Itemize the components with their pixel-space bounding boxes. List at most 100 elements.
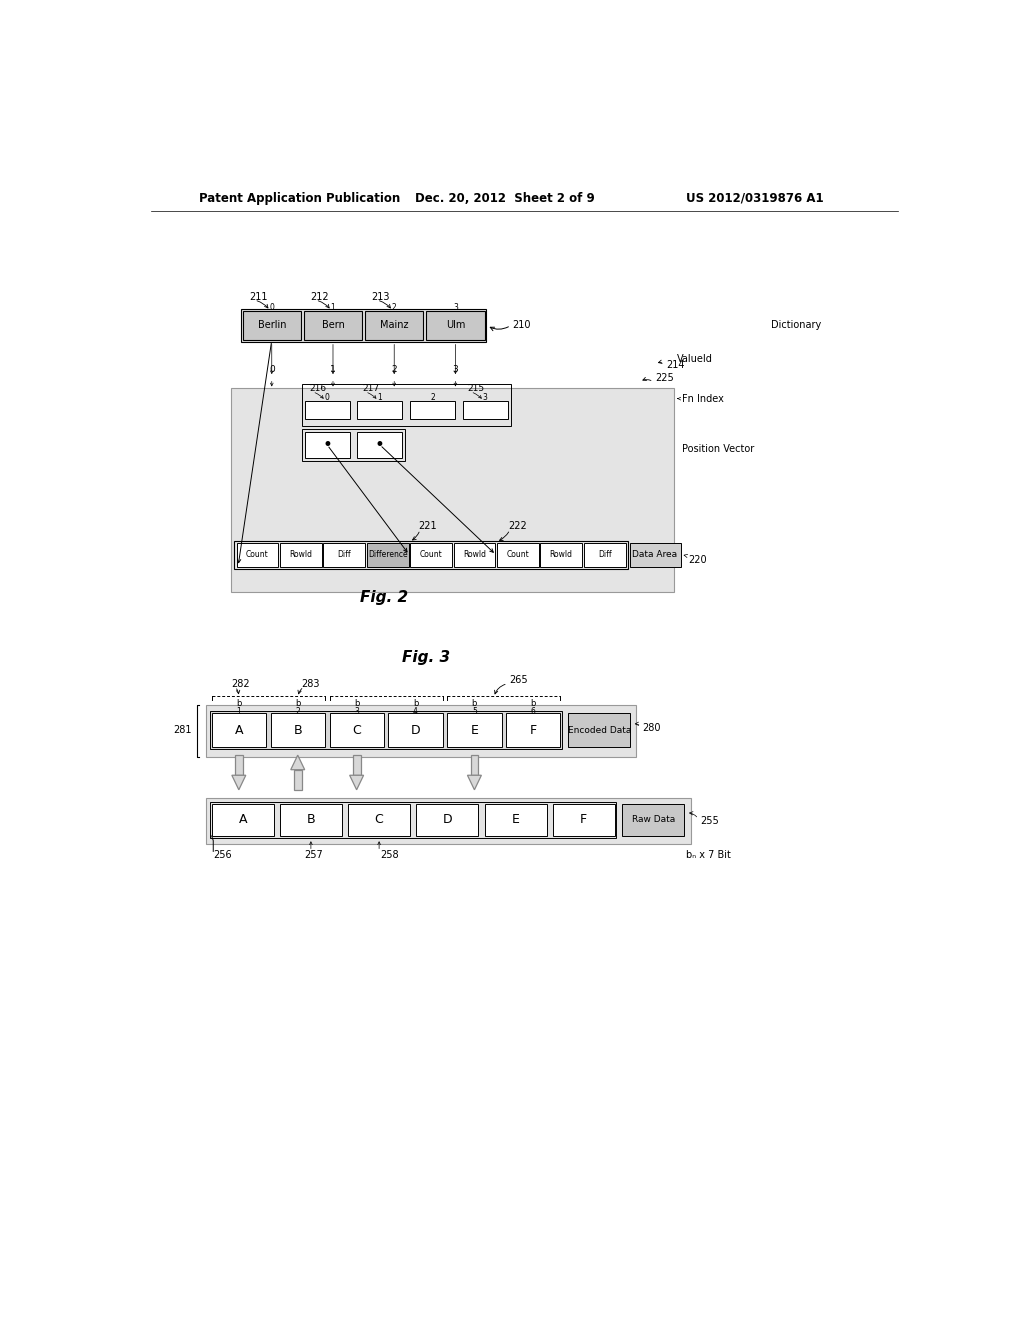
Bar	[568, 713, 630, 747]
Bar	[231, 388, 675, 591]
Text: Count: Count	[246, 550, 268, 560]
Bar	[348, 804, 410, 836]
Text: b: b	[354, 700, 359, 708]
Text: Dec. 20, 2012  Sheet 2 of 9: Dec. 20, 2012 Sheet 2 of 9	[415, 191, 595, 205]
Text: 280: 280	[643, 723, 662, 733]
Bar	[553, 804, 614, 836]
Bar	[506, 713, 560, 747]
Text: E: E	[470, 723, 478, 737]
Text: 217: 217	[362, 384, 379, 393]
Text: D: D	[442, 813, 453, 826]
Text: Berlin: Berlin	[257, 321, 286, 330]
Bar	[426, 312, 484, 341]
Text: 1: 1	[237, 706, 242, 715]
Text: 2: 2	[391, 364, 397, 374]
Bar	[584, 544, 626, 566]
Text: 0: 0	[269, 302, 274, 312]
Bar	[241, 309, 486, 342]
Text: 1: 1	[330, 364, 336, 374]
Text: F: F	[581, 813, 587, 826]
Bar	[357, 401, 402, 420]
Text: F: F	[529, 723, 537, 737]
Text: Encoded Data: Encoded Data	[567, 726, 631, 735]
Text: B: B	[306, 813, 315, 826]
Bar	[304, 312, 362, 341]
Bar	[210, 711, 562, 748]
Text: Position Vector: Position Vector	[682, 445, 755, 454]
Text: 214: 214	[666, 360, 684, 370]
Text: 1: 1	[378, 392, 382, 401]
Bar	[237, 544, 279, 566]
Text: •: •	[375, 436, 385, 454]
Bar	[280, 804, 342, 836]
Text: 0: 0	[325, 392, 330, 401]
Text: US 2012/0319876 A1: US 2012/0319876 A1	[686, 191, 823, 205]
Bar	[270, 713, 325, 747]
Text: C: C	[352, 723, 361, 737]
Text: RowId: RowId	[550, 550, 572, 560]
Text: ValueId: ValueId	[677, 354, 713, 363]
Text: 281: 281	[173, 725, 191, 735]
Bar	[484, 804, 547, 836]
Text: 257: 257	[305, 850, 324, 861]
Text: 255: 255	[700, 816, 719, 825]
Text: A: A	[239, 813, 247, 826]
Bar	[243, 312, 301, 341]
Text: 221: 221	[419, 521, 437, 532]
Bar	[366, 312, 423, 341]
Bar	[206, 797, 690, 843]
Text: Ulm: Ulm	[445, 321, 465, 330]
Text: 258: 258	[381, 850, 399, 861]
Text: 3: 3	[354, 706, 359, 715]
Text: 3: 3	[453, 364, 459, 374]
Bar	[305, 401, 349, 420]
Text: b: b	[530, 700, 536, 708]
Text: 1: 1	[331, 302, 336, 312]
Bar	[280, 544, 322, 566]
Text: Dictionary: Dictionary	[771, 321, 821, 330]
Text: Patent Application Publication: Patent Application Publication	[200, 191, 400, 205]
Text: 225: 225	[655, 372, 674, 383]
Text: 6: 6	[530, 706, 536, 715]
Text: RowId: RowId	[290, 550, 312, 560]
Bar	[206, 705, 636, 756]
Polygon shape	[349, 775, 364, 789]
Text: Diff: Diff	[598, 550, 611, 560]
Text: Mainz: Mainz	[380, 321, 409, 330]
Bar	[324, 544, 366, 566]
Bar	[352, 755, 360, 775]
Text: 213: 213	[372, 292, 390, 302]
Bar	[630, 544, 681, 566]
Bar	[417, 804, 478, 836]
Text: bₙ x 7 Bit: bₙ x 7 Bit	[686, 850, 731, 861]
Text: Count: Count	[420, 550, 442, 560]
Text: 283: 283	[302, 678, 321, 689]
Text: 2: 2	[392, 302, 396, 312]
Text: 215: 215	[467, 384, 484, 393]
Bar	[447, 713, 502, 747]
Text: Difference: Difference	[368, 550, 408, 560]
Bar	[623, 804, 684, 836]
Text: Data Area: Data Area	[633, 550, 678, 560]
Text: 2: 2	[295, 706, 300, 715]
Text: 282: 282	[231, 678, 250, 689]
Text: Raw Data: Raw Data	[632, 816, 675, 824]
Text: Bern: Bern	[322, 321, 344, 330]
Text: 256: 256	[213, 850, 231, 861]
Text: 3: 3	[483, 392, 487, 401]
Text: B: B	[294, 723, 302, 737]
Text: C: C	[375, 813, 383, 826]
Text: 220: 220	[688, 556, 707, 565]
Text: 222: 222	[509, 521, 527, 532]
Bar	[234, 541, 628, 569]
Text: Count: Count	[507, 550, 529, 560]
Text: Fig. 3: Fig. 3	[402, 649, 451, 665]
Text: 0: 0	[269, 364, 274, 374]
Text: 4: 4	[413, 706, 418, 715]
Polygon shape	[231, 775, 246, 789]
Text: 3: 3	[453, 302, 458, 312]
Bar	[410, 544, 452, 566]
Polygon shape	[291, 755, 305, 770]
Bar	[302, 384, 511, 425]
Bar	[454, 544, 496, 566]
